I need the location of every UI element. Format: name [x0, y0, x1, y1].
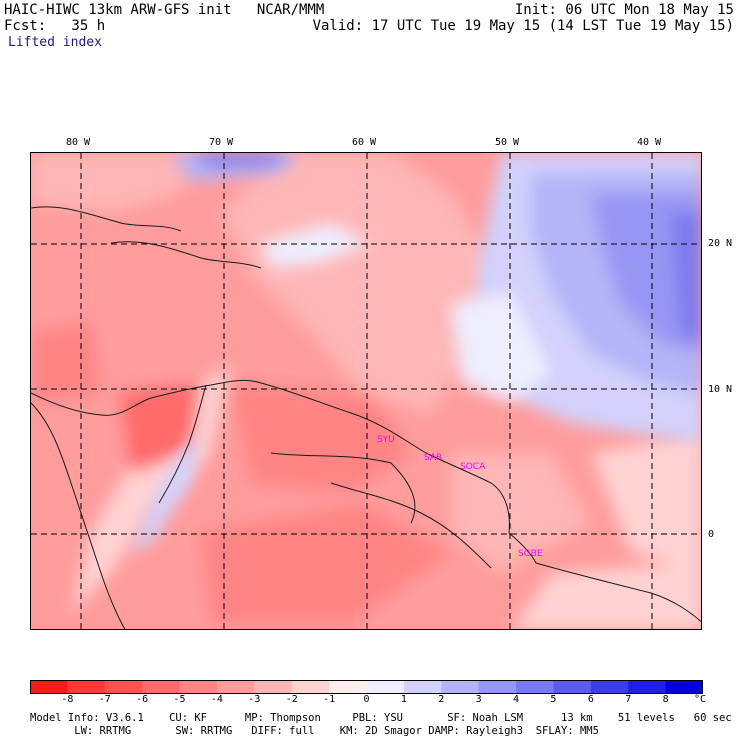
coastlines: [31, 206, 701, 629]
colorbar-swatch: [142, 680, 181, 694]
model-info-line2: LW: RRTMG SW: RRTMG DIFF: full KM: 2D Sm…: [30, 725, 599, 737]
colorbar-tick-label: 4: [513, 694, 520, 705]
colorbar-tick-label: 3: [475, 694, 482, 705]
colorbar-swatch: [67, 680, 106, 694]
colorbar-tick-label: -1: [323, 694, 336, 705]
lon-label-50w: 50 W: [495, 137, 520, 148]
colorbar-swatch: [403, 680, 442, 694]
colorbar-swatch: [553, 680, 592, 694]
colorbar-tick-label: 8: [662, 694, 669, 705]
colorbar-tick-label: -7: [98, 694, 111, 705]
colorbar-swatch: [30, 680, 68, 694]
colorbar-swatch: [366, 680, 405, 694]
forecast-hour: Fcst: 35 h: [4, 18, 106, 34]
field-name: Lifted index: [8, 35, 102, 50]
colorbar-swatch: [628, 680, 667, 694]
colorbar-tick-label: 0: [363, 694, 370, 705]
colorbar-swatch: [478, 680, 517, 694]
field-shading: [31, 153, 701, 629]
colorbar-swatch: [216, 680, 255, 694]
lat-label-20n: 20 N: [708, 238, 733, 249]
colorbar-swatch: [254, 680, 293, 694]
lat-label-10n: 10 N: [708, 384, 733, 395]
latlon-grid: [31, 153, 701, 629]
colorbar-tick-label: -4: [210, 694, 223, 705]
model-info-line1: Model Info: V3.6.1 CU: KF MP: Thompson P…: [30, 712, 732, 724]
station-marker-sar: SAR: [424, 453, 442, 463]
lon-label-60w: 60 W: [352, 137, 377, 148]
lifted-index-map[interactable]: SYU SAR SOCA SGBE: [30, 152, 702, 630]
run-title: HAIC-HIWC 13km ARW-GFS init NCAR/MMM: [4, 2, 325, 18]
stable-region: [131, 153, 701, 553]
colorbar: [30, 680, 703, 694]
colorbar-tick-label: -2: [285, 694, 298, 705]
colorbar-tick-label: 5: [550, 694, 557, 705]
colorbar-tick-label: 2: [438, 694, 445, 705]
colorbar-swatch: [516, 680, 554, 694]
colorbar-outline: [30, 680, 703, 694]
colorbar-tick-label: -8: [61, 694, 74, 705]
colorbar-tick-label: -6: [136, 694, 149, 705]
colorbar-swatch: [329, 680, 367, 694]
init-time: Init: 06 UTC Mon 18 May 15: [514, 2, 734, 18]
valid-time: Valid: 17 UTC Tue 19 May 15 (14 LST Tue …: [312, 18, 734, 34]
lon-label-40w: 40 W: [637, 137, 662, 148]
colorbar-tick-label: -5: [173, 694, 186, 705]
colorbar-swatch: [104, 680, 143, 694]
map-canvas: SYU SAR SOCA SGBE: [31, 153, 701, 629]
station-marker-sgbe: SGBE: [518, 549, 543, 559]
lon-label-70w: 70 W: [209, 137, 234, 148]
station-marker-soca: SOCA: [460, 462, 486, 472]
colorbar-swatch: [441, 680, 480, 694]
colorbar-tick-label: 7: [625, 694, 632, 705]
colorbar-tick-label: 6: [587, 694, 594, 705]
station-marker-syu: SYU: [377, 435, 395, 445]
colorbar-swatch: [291, 680, 330, 694]
colorbar-unit: °C: [694, 694, 707, 705]
colorbar-swatch: [590, 680, 629, 694]
colorbar-swatch: [665, 680, 703, 694]
colorbar-swatch: [179, 680, 218, 694]
colorbar-tick-label: -3: [248, 694, 261, 705]
colorbar-tick-label: 1: [400, 694, 407, 705]
lat-label-0: 0: [708, 529, 715, 540]
lon-label-80w: 80 W: [66, 137, 91, 148]
